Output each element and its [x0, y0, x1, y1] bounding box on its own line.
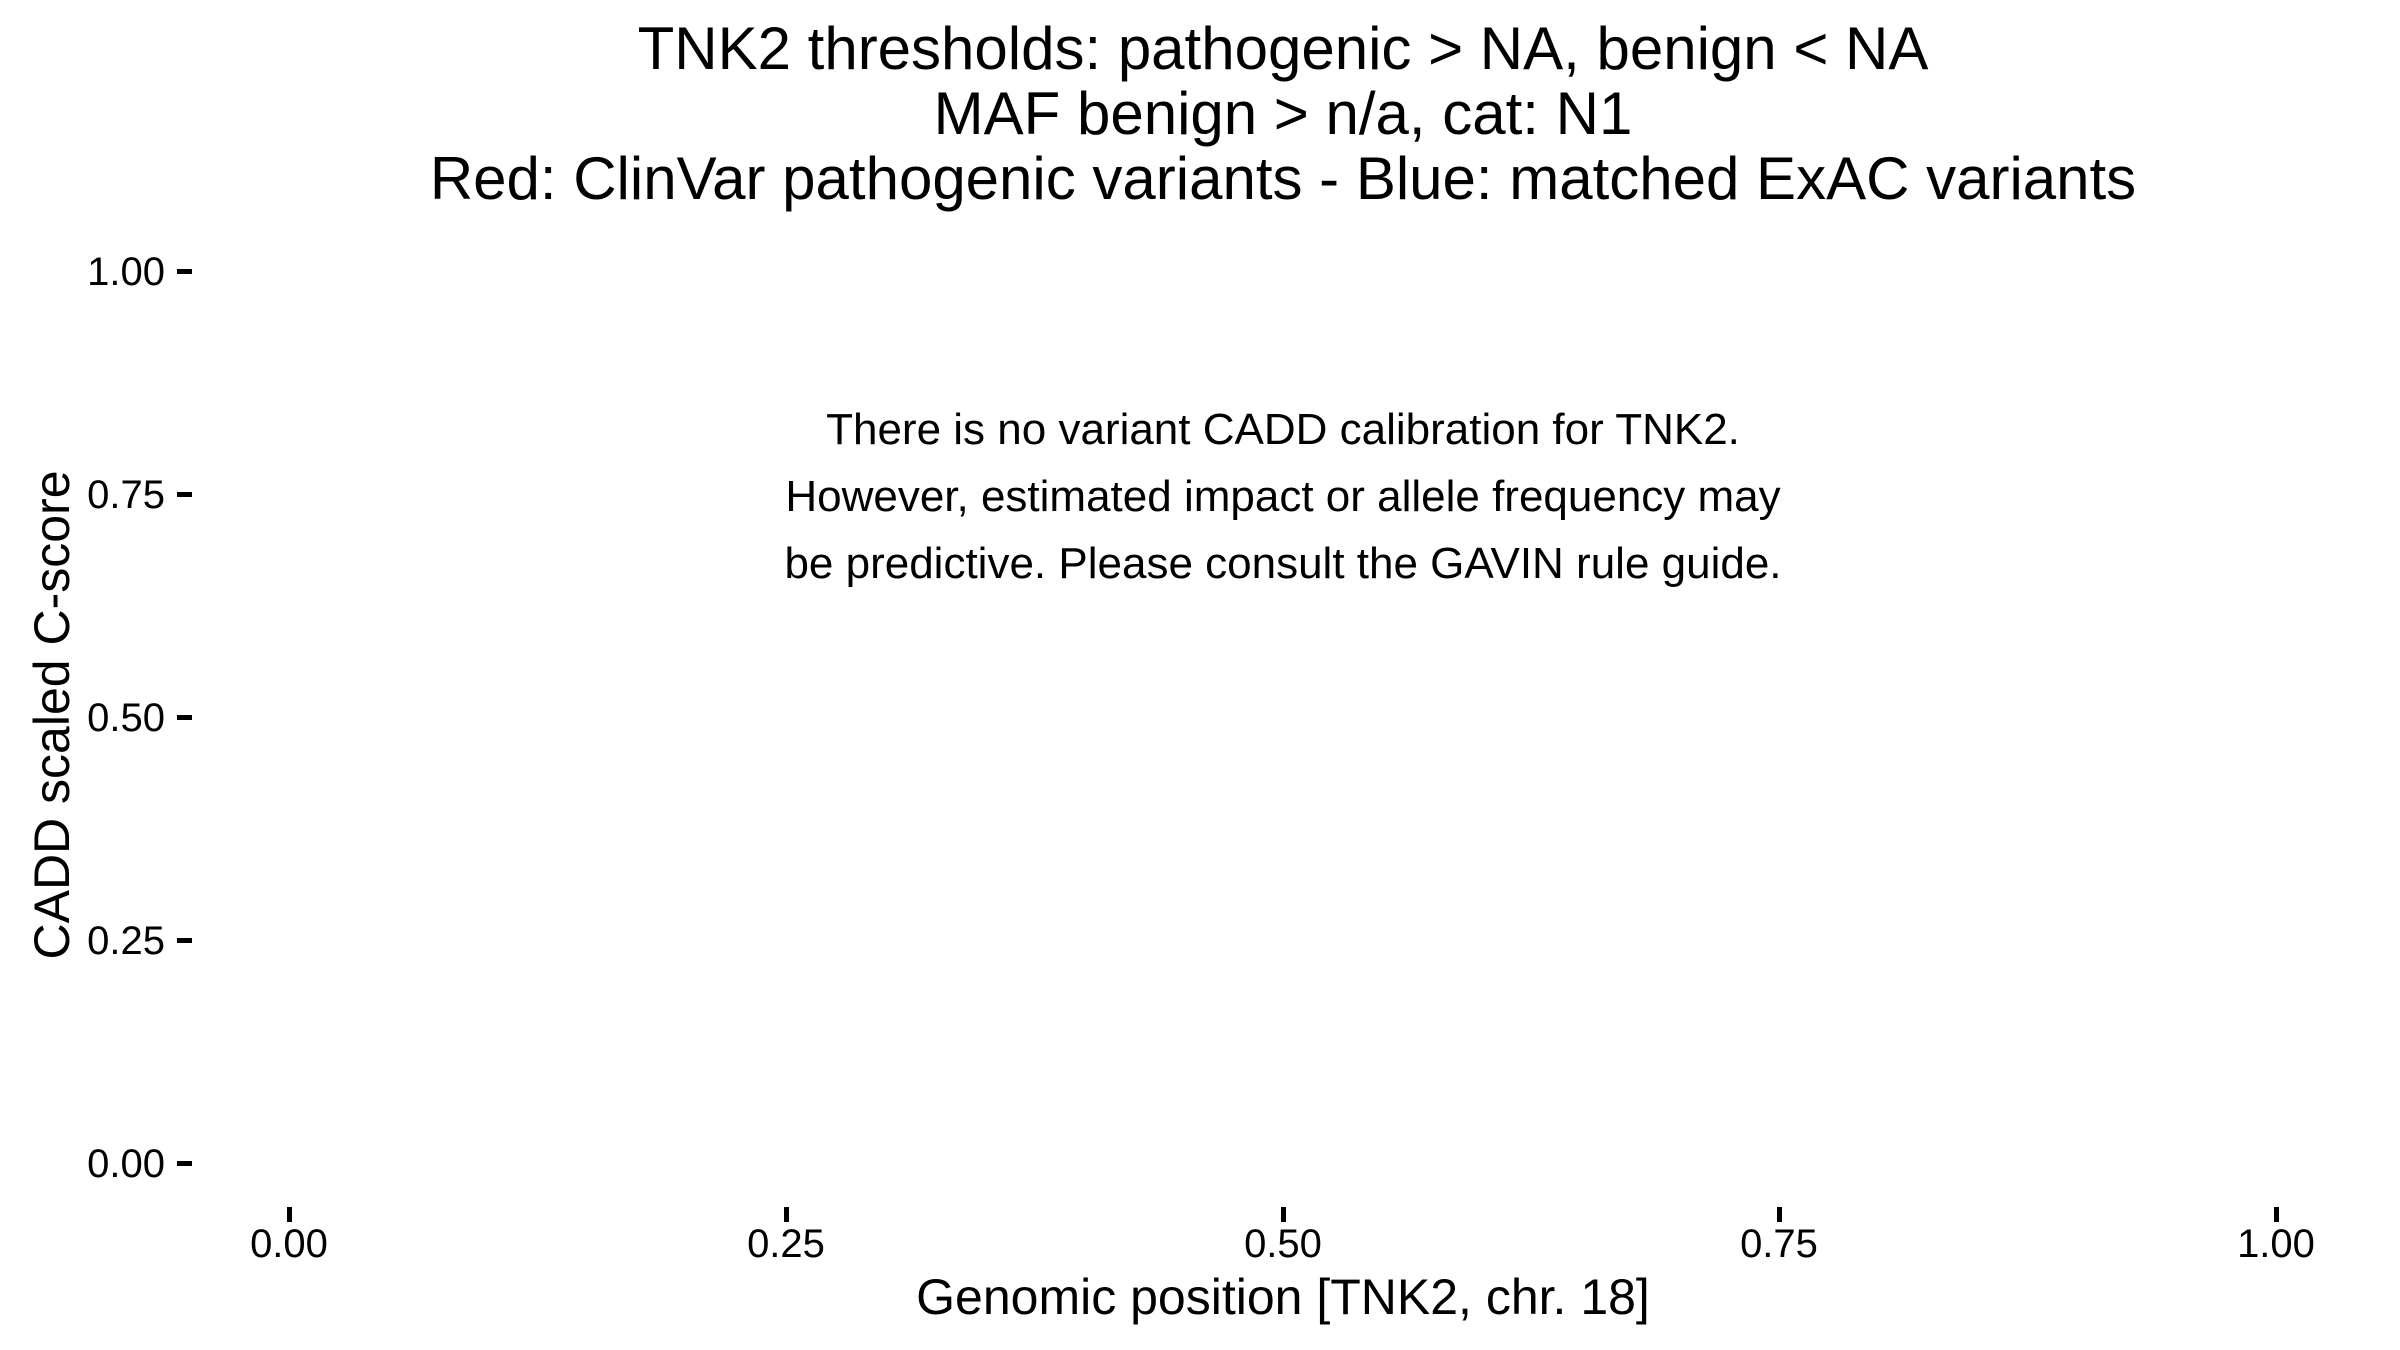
y-tick-label-0.75: 0.75	[87, 473, 165, 517]
x-tick-label-0.25: 0.25	[747, 1222, 825, 1266]
x-tick-label-0.00: 0.00	[250, 1222, 328, 1266]
x-tick-mark-1.00	[2274, 1207, 2279, 1222]
chart-title: TNK2 thresholds: pathogenic > NA, benign…	[383, 16, 2183, 211]
chart-title-line-1: TNK2 thresholds: pathogenic > NA, benign…	[637, 15, 1929, 82]
annotation-line-1: There is no variant CADD calibration for…	[826, 405, 1740, 454]
y-tick-mark-1.00	[177, 269, 192, 274]
chart-title-line-3: Red: ClinVar pathogenic variants - Blue:…	[429, 145, 2137, 212]
y-axis-title: CADD scaled C-score	[24, 470, 80, 960]
x-tick-mark-0.00	[287, 1207, 292, 1222]
y-tick-label-0.50: 0.50	[87, 696, 165, 740]
y-tick-mark-0.75	[177, 492, 192, 497]
x-axis-title: Genomic position [TNK2, chr. 18]	[916, 1269, 1650, 1325]
y-tick-label-0.25: 0.25	[87, 919, 165, 963]
chart-title-line-2: MAF benign > n/a, cat: N1	[933, 80, 1633, 147]
y-tick-mark-0.50	[177, 715, 192, 720]
annotation-line-3: be predictive. Please consult the GAVIN …	[784, 539, 1782, 588]
no-calibration-annotation: There is no variant CADD calibration for…	[583, 396, 1983, 597]
x-tick-mark-0.50	[1281, 1207, 1286, 1222]
x-tick-label-0.75: 0.75	[1740, 1222, 1818, 1266]
y-tick-label-1.00: 1.00	[87, 250, 165, 294]
x-tick-mark-0.75	[1777, 1207, 1782, 1222]
y-tick-label-0.00: 0.00	[87, 1142, 165, 1186]
y-tick-mark-0.00	[177, 1161, 192, 1166]
x-tick-label-1.00: 1.00	[2237, 1222, 2315, 1266]
x-tick-label-0.50: 0.50	[1244, 1222, 1322, 1266]
plot-panel	[192, 228, 2400, 1208]
y-tick-mark-0.25	[177, 938, 192, 943]
x-tick-mark-0.25	[784, 1207, 789, 1222]
annotation-line-2: However, estimated impact or allele freq…	[785, 472, 1781, 521]
